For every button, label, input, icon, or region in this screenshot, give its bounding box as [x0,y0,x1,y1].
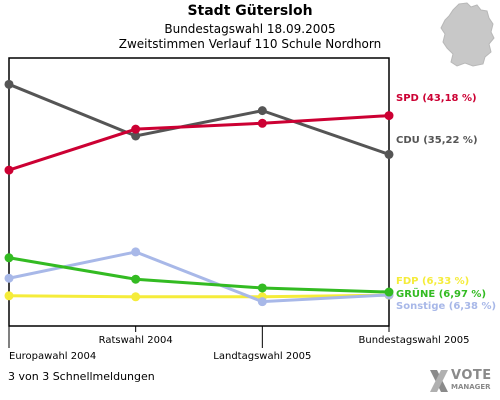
data-point-grüne [257,283,267,293]
data-point-cdu [4,79,14,89]
data-point-fdp [4,291,14,301]
data-point-cdu [257,106,267,116]
data-point-sonstige [4,273,14,283]
series-label-cdu: CDU (35,22 %) [396,135,478,146]
data-point-grüne [4,253,14,263]
data-point-cdu [131,131,141,141]
germany-map-icon [437,2,497,72]
data-point-spd [4,165,14,175]
series-line-cdu [8,82,390,156]
x-tick-label: Ratswahl 2004 [99,335,173,346]
series-label-spd: SPD (43,18 %) [396,93,477,104]
series-label-sonstige: Sonstige (6,38 %) [396,301,496,312]
series-line-spd [8,114,390,172]
chart-title: Stadt Gütersloh [187,3,313,19]
x-tick-label: Bundestagswahl 2005 [359,335,470,346]
series-label-fdp: FDP (6,33 %) [396,276,469,287]
series-line-fdp [8,293,390,299]
plot-frame [8,57,390,327]
data-point-grüne [131,274,141,284]
series-line-sonstige [8,250,390,304]
status-note: 3 von 3 Schnellmeldungen [8,370,155,383]
x-tick-label: Europawahl 2004 [9,351,96,362]
series-line-grüne [8,256,390,294]
chart-subtitle-description: Zweitstimmen Verlauf 110 Schule Nordhorn [118,37,382,51]
brand-sub: MANAGER [451,383,491,391]
data-point-grüne [384,287,394,297]
data-point-sonstige [131,247,141,257]
vote-manager-logo: VOTE MANAGER [428,366,498,398]
data-point-cdu [384,149,394,159]
chart-subtitle-date: Bundestagswahl 18.09.2005 [164,22,336,36]
series-label-grüne: GRÜNE (6,97 %) [396,286,486,300]
data-point-fdp [131,292,141,302]
vote-manager-x-icon [430,370,448,392]
data-point-spd [384,111,394,121]
data-point-spd [257,118,267,128]
data-point-sonstige [257,297,267,307]
data-point-spd [131,124,141,134]
x-tick-label: Landtagswahl 2005 [213,351,311,362]
brand-name: VOTE [451,368,492,383]
